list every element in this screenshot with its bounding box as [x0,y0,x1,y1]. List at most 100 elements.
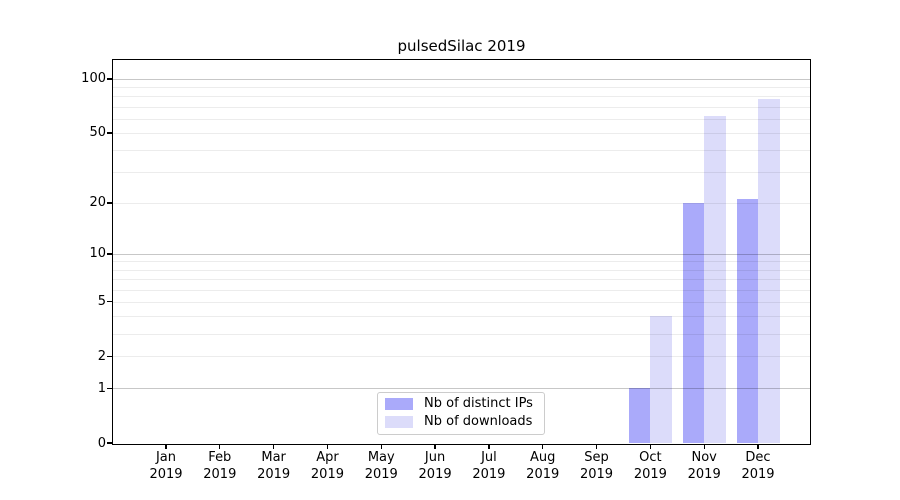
x-tick [326,444,329,449]
y-tick-label: 50 [89,125,106,141]
y-tick [107,355,112,357]
x-tick-label: Jun 2019 [403,450,467,483]
x-tick [595,444,598,449]
x-tick-label: Feb 2019 [188,450,252,483]
y-tick-label: 1 [97,380,106,396]
legend-swatch [385,398,413,410]
plot-border [111,59,811,445]
x-tick-label-month: Jan [155,450,177,465]
minor-gridline [113,96,810,98]
x-tick [380,444,382,449]
y-tick [107,78,112,80]
x-tick-label: Apr 2019 [295,450,359,483]
x-tick-label: Jul 2019 [457,450,521,483]
x-tick-label-year: 2019 [310,466,344,482]
minor-gridline [113,289,810,291]
x-tick-label-month: Jun [424,450,446,465]
chart-title: pulsedSilac 2019 [397,37,526,55]
minor-gridline [113,316,810,318]
x-tick-label-year: 2019 [526,466,560,482]
x-tick-label-year: 2019 [203,466,237,482]
minor-gridline [113,118,810,120]
y-tick-label: 20 [89,195,106,211]
y-tick [107,253,112,255]
x-tick-label: Dec 2019 [726,450,790,483]
x-tick-label: Mar 2019 [242,450,306,483]
y-tick [107,387,112,389]
x-tick-label: Oct 2019 [618,450,682,483]
x-tick-label: Sep 2019 [565,450,629,483]
x-tick-label: May 2019 [349,450,413,483]
bar-distinct-ips [628,388,651,443]
legend: Nb of distinct IPs Nb of downloads [377,391,545,435]
legend-item: Nb of downloads [385,414,537,431]
bar-distinct-ips [736,199,758,443]
minor-gridline [113,301,810,303]
x-tick-label-year: 2019 [472,466,506,482]
x-tick-label-month: Aug [530,450,556,465]
plot-area [113,60,810,443]
minor-gridline [113,278,810,280]
x-tick-label-year: 2019 [257,466,291,482]
x-tick-label-year: 2019 [579,466,614,482]
x-tick-label-month: Oct [639,450,662,465]
x-tick-label: Jan 2019 [134,450,198,483]
minor-gridline [113,333,810,335]
x-tick-label-month: Mar [261,450,286,465]
x-tick-label-year: 2019 [149,466,183,482]
major-gridline [113,388,810,390]
x-tick-label-year: 2019 [633,466,667,482]
y-tick [107,301,112,303]
bar-downloads [758,99,780,443]
x-tick-label-month: Jul [481,450,497,465]
x-tick [488,444,490,449]
y-tick-label: 5 [97,294,106,310]
y-tick [107,442,112,444]
x-tick [649,444,651,449]
x-tick [165,444,167,449]
legend-item: Nb of distinct IPs [385,396,537,413]
minor-gridline [113,261,810,263]
x-tick-label-year: 2019 [418,466,452,482]
minor-gridline [113,269,810,271]
x-tick-label-year: 2019 [741,466,775,482]
y-tick-label: 2 [97,348,106,364]
minor-gridline [113,150,810,152]
y-tick [107,202,112,204]
x-tick-label-month: May [367,450,395,465]
y-tick-label: 100 [81,71,106,87]
x-tick-label-year: 2019 [687,466,721,482]
major-gridline [113,253,810,255]
minor-gridline [113,132,810,134]
minor-gridline [113,172,810,174]
x-tick [219,444,221,449]
x-tick-label: Nov 2019 [672,450,736,483]
y-tick-label: 0 [97,435,106,451]
bar-downloads [704,116,726,443]
y-tick [107,132,112,134]
x-tick-label-month: Feb [208,450,232,465]
y-tick-label: 10 [89,246,106,262]
minor-gridline [113,106,810,108]
x-tick-label-month: Nov [691,450,717,465]
x-tick-label-month: Apr [316,450,339,465]
legend-label: Nb of downloads [424,414,533,429]
minor-gridline [113,87,810,89]
legend-swatch [385,416,413,428]
x-tick [434,444,436,449]
x-tick [703,444,705,449]
x-tick-label: Aug 2019 [511,450,575,483]
x-tick-label-month: Dec [745,450,771,465]
x-tick [542,444,544,449]
x-tick [272,444,275,449]
major-gridline [113,78,810,80]
x-tick-label-year: 2019 [364,466,398,482]
minor-gridline [113,202,810,204]
minor-gridline [113,356,810,358]
x-tick-label-month: Sep [584,450,609,465]
x-tick [757,444,759,449]
bar-downloads [650,316,672,443]
legend-label: Nb of distinct IPs [424,396,533,411]
bar-distinct-ips [682,202,705,443]
